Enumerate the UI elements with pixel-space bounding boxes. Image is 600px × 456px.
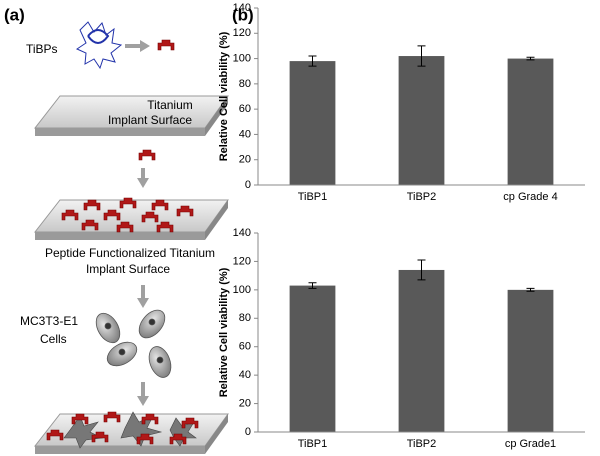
surface-label: Implant Surface	[108, 113, 192, 127]
y-tick-label: 120	[233, 27, 251, 39]
bar	[507, 58, 554, 186]
y-tick-label: 100	[233, 284, 251, 296]
y-tick-label: 60	[239, 103, 251, 115]
y-tick-label: 20	[239, 397, 251, 409]
y-tick-label: 80	[239, 78, 251, 90]
y-tick-label: 0	[245, 179, 251, 191]
y-tick-label: 40	[239, 128, 251, 140]
cells	[95, 309, 172, 378]
y-axis-label: Relative Cell viability (%)	[218, 31, 230, 161]
y-tick-label: 80	[239, 312, 251, 324]
y-tick-label: 40	[239, 369, 251, 381]
error-bar	[417, 259, 426, 281]
y-tick-label: 120	[233, 255, 251, 267]
error-bar	[308, 282, 317, 289]
x-tick-label: TiBP2	[407, 438, 437, 450]
error-bar	[308, 55, 317, 67]
peptide	[138, 149, 156, 161]
y-tick-label: 20	[239, 154, 251, 166]
y-tick-label: 60	[239, 341, 251, 353]
error-bar	[417, 45, 426, 67]
surface-label: Titanium	[147, 98, 193, 112]
y-tick-label: 0	[245, 426, 251, 438]
x-tick-label: cp Grade1	[505, 438, 556, 450]
bar	[289, 61, 336, 185]
arrow	[137, 382, 149, 406]
error-bar	[526, 287, 535, 292]
panel-label: (a)	[4, 5, 25, 24]
arrow	[137, 168, 149, 188]
functionalized-label: Peptide Functionalized Titanium	[45, 246, 215, 260]
x-tick-label: TiBP1	[298, 191, 328, 203]
y-tick-label: 140	[233, 227, 251, 239]
x-tick-label: cp Grade 4	[503, 191, 557, 203]
y-axis-label: Relative Cell viability (%)	[218, 267, 230, 397]
tibps-label: TiBPs	[26, 42, 58, 56]
cells-label: Cells	[40, 332, 67, 346]
peptide	[157, 39, 175, 51]
arrow	[137, 285, 149, 308]
cells-label: MC3T3-E1	[20, 314, 78, 328]
x-tick-label: TiBP1	[298, 438, 328, 450]
y-tick-label: 140	[233, 2, 251, 14]
bar	[398, 269, 445, 432]
y-tick-label: 100	[233, 52, 251, 64]
protein	[75, 21, 123, 70]
x-tick-label: TiBP2	[407, 191, 437, 203]
panel-label: (b)	[232, 5, 254, 24]
bar	[289, 285, 336, 432]
functionalized-label: Implant Surface	[86, 262, 170, 276]
bar	[398, 56, 445, 185]
bar	[507, 289, 554, 432]
arrow	[125, 40, 150, 52]
error-bar	[526, 56, 535, 61]
slab	[33, 95, 229, 136]
